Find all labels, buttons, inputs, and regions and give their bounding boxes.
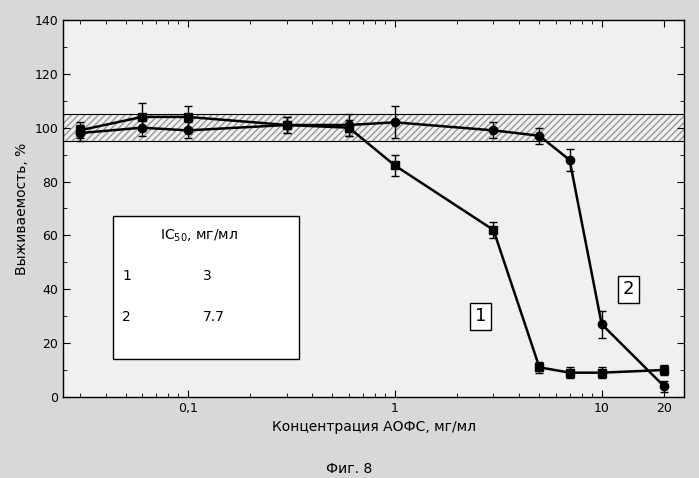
Y-axis label: Выживаемость, %: Выживаемость, % <box>15 142 29 274</box>
X-axis label: Концентрация АОФС, мг/мл: Концентрация АОФС, мг/мл <box>272 420 476 435</box>
Text: 3: 3 <box>203 269 212 283</box>
Text: IC$_{50}$, мг/мл: IC$_{50}$, мг/мл <box>159 228 238 244</box>
Text: 2: 2 <box>122 310 131 324</box>
Text: 1: 1 <box>475 307 487 325</box>
Text: 2: 2 <box>623 280 635 298</box>
Text: Фиг. 8: Фиг. 8 <box>326 462 373 476</box>
FancyBboxPatch shape <box>113 216 299 359</box>
Text: 7.7: 7.7 <box>203 310 225 324</box>
Text: 1: 1 <box>122 269 131 283</box>
